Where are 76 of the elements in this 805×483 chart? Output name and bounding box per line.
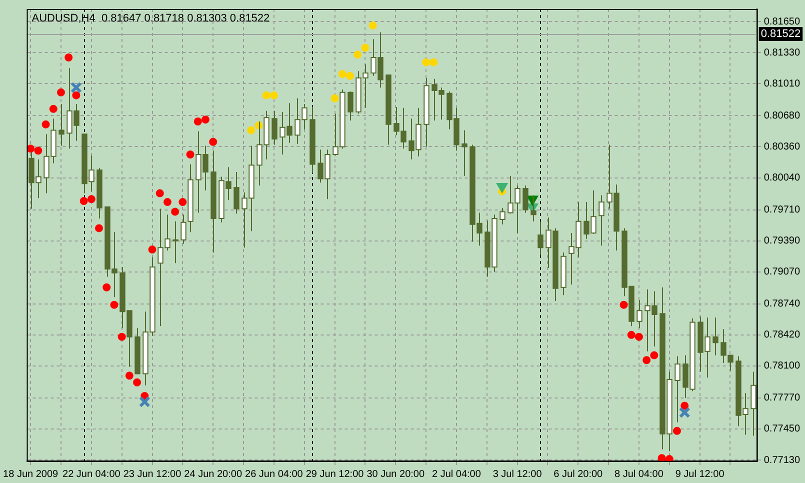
x-tick-label: 22 Jun 04:00	[62, 468, 121, 480]
point	[178, 198, 187, 206]
x-tick-label: 24 Jun 20:00	[184, 468, 242, 480]
y-tick-label: 0.78420	[764, 330, 800, 341]
point	[422, 58, 430, 66]
x-tick-label: 6 Jul 20:00	[554, 468, 604, 480]
x-tick-label: 8 Jul 04:00	[614, 468, 664, 480]
x-tick-label: 9 Jul 12:00	[675, 468, 725, 480]
y-tick-label: 0.81650	[764, 16, 800, 28]
ref-line-label: 0.81522	[760, 28, 801, 40]
point	[247, 126, 256, 134]
point	[673, 426, 681, 435]
point	[72, 91, 80, 100]
point	[194, 118, 202, 126]
y-tick-label: 0.79390	[764, 236, 800, 247]
y-tick-label: 0.80360	[764, 141, 800, 152]
y-tick-label: 0.77450	[764, 424, 800, 435]
point	[87, 195, 96, 204]
point	[361, 44, 370, 52]
y-tick-label: 0.78740	[764, 298, 800, 310]
x-tick-label: 2 Jul 04:00	[432, 468, 482, 480]
point	[95, 224, 104, 232]
y-tick-label: 0.79070	[764, 266, 800, 278]
point	[156, 189, 164, 198]
point	[354, 50, 362, 59]
x-tick-label: 30 Jun 20:00	[366, 468, 425, 480]
point	[34, 146, 42, 155]
y-tick-label: 0.77130	[764, 454, 800, 466]
point	[70, 82, 82, 94]
point	[346, 72, 354, 80]
chart-title: AUDUSD,H4 0.81647 0.81718 0.81303 0.81522	[32, 12, 270, 25]
point	[133, 378, 142, 386]
y-tick-label: 0.81010	[764, 78, 800, 90]
point	[186, 150, 194, 158]
point	[642, 356, 651, 364]
point	[678, 406, 690, 418]
point	[270, 91, 278, 100]
point	[338, 70, 346, 78]
x-tick-label: 23 Jun 12:00	[123, 468, 182, 480]
point	[42, 120, 50, 128]
point	[330, 94, 339, 102]
point	[64, 54, 73, 62]
point	[262, 91, 270, 100]
x-tick-label: 29 Jun 12:00	[306, 468, 364, 480]
point	[118, 332, 126, 341]
point	[26, 144, 35, 153]
point	[138, 396, 150, 408]
point	[163, 198, 172, 206]
point	[209, 138, 218, 146]
x-tick-label: 3 Jul 12:00	[492, 468, 542, 480]
point	[49, 104, 58, 113]
y-tick-label: 0.77770	[764, 392, 800, 404]
point	[634, 332, 643, 341]
point	[56, 88, 65, 96]
y-tick-label: 0.80680	[764, 110, 800, 122]
point	[658, 454, 666, 461]
point	[430, 58, 438, 66]
point	[627, 330, 636, 339]
y-tick-label: 0.80040	[764, 172, 800, 184]
point	[368, 21, 377, 30]
point	[680, 402, 689, 410]
point	[110, 300, 118, 309]
point	[102, 283, 111, 292]
point	[125, 372, 134, 380]
y-tick-label: 0.81330	[764, 47, 800, 58]
point	[80, 197, 88, 206]
y-tick-label: 0.78100	[764, 360, 800, 372]
point	[148, 246, 156, 254]
point	[650, 351, 658, 360]
point	[171, 208, 180, 216]
point	[665, 455, 674, 461]
x-tick-label: 18 Jun 2009	[3, 468, 59, 480]
point	[201, 116, 210, 124]
point	[620, 300, 628, 309]
y-tick-label: 0.79710	[764, 204, 800, 216]
x-tick-label: 26 Jun 04:00	[245, 468, 304, 480]
